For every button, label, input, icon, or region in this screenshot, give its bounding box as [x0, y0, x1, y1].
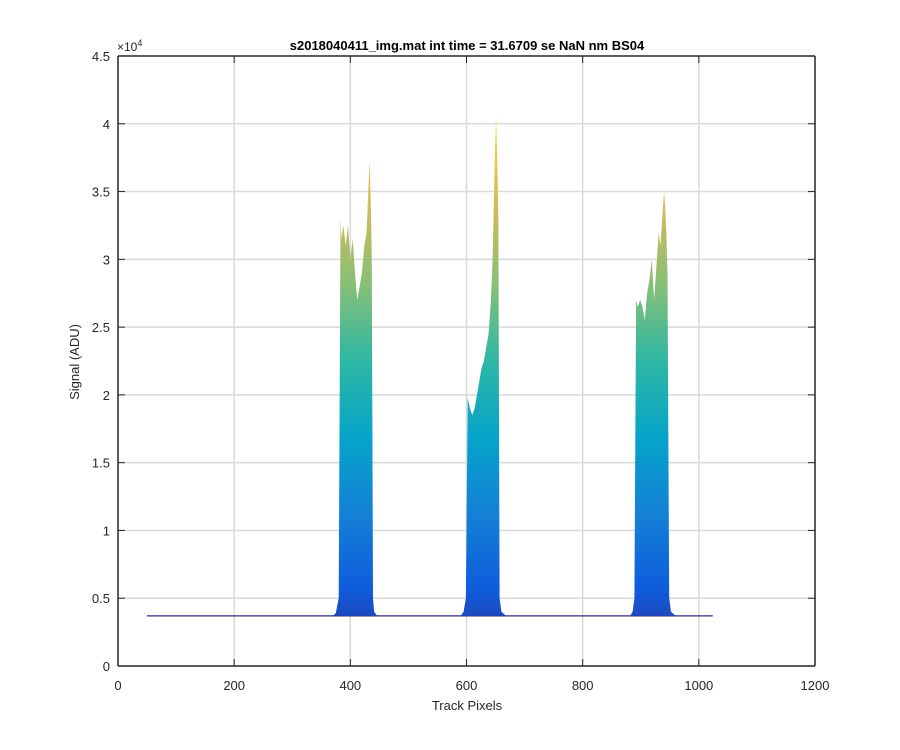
grid-lines: [118, 56, 815, 666]
tick-marks: [117, 55, 816, 667]
signal-peak-1: [332, 160, 378, 616]
y-axis-label: Signal (ADU): [67, 324, 82, 400]
x-tick-label: 1000: [684, 678, 713, 693]
y-tick-label: 2.5: [92, 320, 110, 335]
y-tick-label: 3.5: [92, 185, 110, 200]
tick-labels: 0 200 400 600 800 1000 1200 0 0.5 1 1.5 2 2.5 3 3.5 4 4.…: [92, 49, 830, 693]
y-exponent-label: ×104: [117, 38, 142, 54]
series-layer: [147, 117, 713, 617]
x-tick-label: 0: [114, 678, 121, 693]
x-tick-label: 800: [572, 678, 594, 693]
signal-peak-2: [460, 117, 506, 616]
chart-title: s2018040411_img.mat int time = 31.6709 s…: [290, 38, 645, 53]
x-axis-label: Track Pixels: [432, 698, 503, 713]
y-tick-label: 1.5: [92, 456, 110, 471]
y-tick-label: 4.5: [92, 49, 110, 64]
x-tick-label: 200: [223, 678, 245, 693]
x-tick-label: 400: [339, 678, 361, 693]
x-tick-label: 600: [456, 678, 478, 693]
y-tick-label: 0.5: [92, 591, 110, 606]
y-tick-label: 0: [103, 659, 110, 674]
y-tick-label: 4: [103, 117, 110, 132]
y-tick-label: 1: [103, 523, 110, 538]
signal-peak-3: [630, 191, 676, 616]
y-tick-label: 2: [103, 388, 110, 403]
y-tick-label: 3: [103, 252, 110, 267]
x-tick-label: 1200: [801, 678, 830, 693]
